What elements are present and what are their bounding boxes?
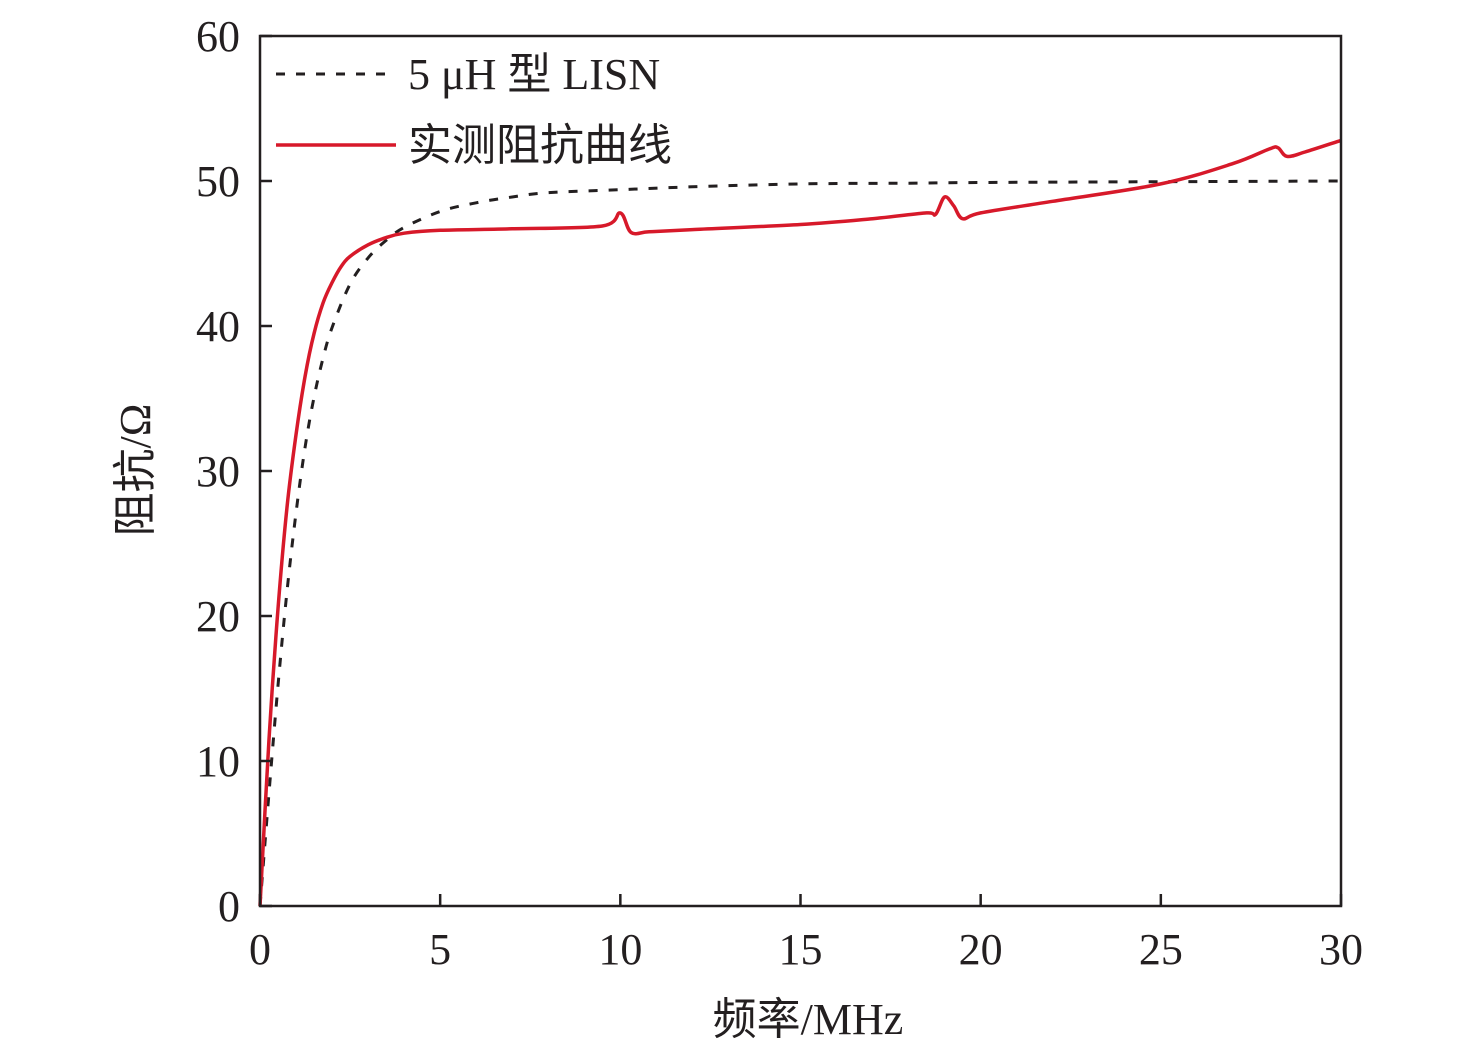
x-tick-label: 10 [598, 925, 642, 974]
x-tick-label: 0 [249, 925, 271, 974]
x-tick-label: 20 [959, 925, 1003, 974]
series-line-lisn [258, 179, 1342, 907]
y-tick-label: 10 [196, 737, 240, 786]
legend-label-measured: 实测阻抗曲线 [408, 121, 672, 170]
tick-group: 0 5 10 15 20 25 30 0 10 20 30 40 50 60 [196, 12, 1363, 974]
y-tick-label: 50 [196, 157, 240, 206]
y-tick-label: 60 [196, 12, 240, 61]
y-tick-label: 20 [196, 592, 240, 641]
x-axis-label: 频率/MHz [713, 995, 904, 1044]
y-tick-label: 30 [196, 447, 240, 496]
x-tick-label: 15 [779, 925, 823, 974]
x-tick-label: 30 [1319, 925, 1363, 974]
y-tick-label: 40 [196, 302, 240, 351]
x-tick-label: 25 [1139, 925, 1183, 974]
y-tick-label: 0 [218, 882, 240, 931]
plot-series-group [258, 138, 1342, 907]
x-tick-label: 5 [429, 925, 451, 974]
legend-label-lisn: 5 μH 型 LISN [408, 50, 660, 99]
legend: 5 μH 型 LISN 实测阻抗曲线 [276, 50, 672, 170]
series-line-measured [258, 138, 1342, 907]
y-axis-label: 阻抗/Ω [111, 404, 160, 537]
